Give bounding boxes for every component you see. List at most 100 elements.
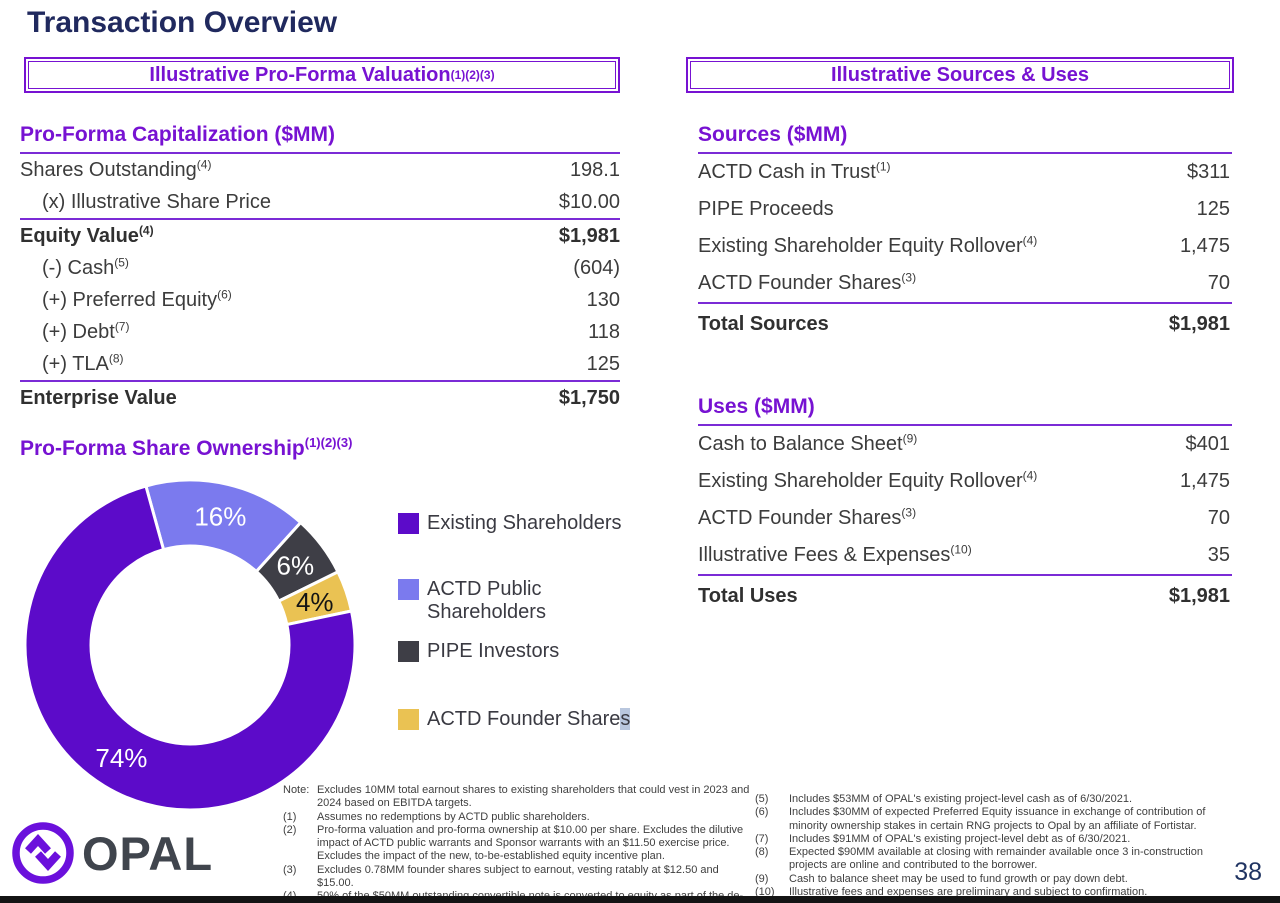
footnote-label: (3) — [283, 863, 297, 876]
capitalization-row-label: (+) Debt(7) — [42, 318, 130, 343]
footnotes-left: Note: Excludes 10MM total earnout shares … — [283, 784, 757, 903]
sources-row-label: PIPE Proceeds — [698, 198, 834, 220]
footnote-label: (5) — [755, 793, 769, 805]
sources-table: Sources ($MM) ACTD Cash in Trust(1) $311 P… — [698, 123, 1232, 343]
footnote-text: Cash to balance sheet may be used to fun… — [789, 872, 1128, 885]
total-sources-label: Total Sources — [698, 313, 829, 335]
footnotes-right: (5) Includes $53MM of OPAL's existing pro… — [755, 793, 1235, 899]
footnote-5: (5) Includes $53MM of OPAL's existing pro… — [755, 793, 1235, 806]
legend-swatch-actd-founder-shares — [398, 709, 419, 730]
total-sources-row: Total Sources $1,981 — [698, 302, 1232, 343]
capitalization-row-tla: (+) TLA(8) 125 — [20, 348, 620, 380]
capitalization-row-preferred-equity: (+) Preferred Equity(6) 130 — [20, 284, 620, 316]
footnote-text: Illustrative fees and expenses are preli… — [789, 886, 1148, 899]
slice-label-existing-shareholders: 74% — [95, 743, 147, 773]
legend-swatch-existing-shareholders — [398, 513, 419, 534]
footnote-note: Note: Excludes 10MM total earnout shares … — [283, 784, 757, 811]
footnote-10: (10) Illustrative fees and expenses are p… — [755, 886, 1235, 899]
footnote-marker: (5) — [114, 254, 129, 269]
uses-rows: Cash to Balance Sheet(9) $401 Existing Sha… — [698, 426, 1232, 574]
footnote-label: (2) — [283, 823, 297, 836]
footnote-label: (9) — [755, 872, 769, 885]
footnote-marker: (1) — [875, 159, 891, 174]
footnote-8: (8) Expected $90MM available at closing w… — [755, 846, 1235, 873]
footnote-label: (6) — [755, 806, 769, 819]
share-ownership-superscript: (1)(2)(3) — [304, 435, 353, 450]
capitalization-heading: Pro-Forma Capitalization ($MM) — [20, 123, 620, 154]
footnote-text: Includes $91MM of OPAL's existing projec… — [789, 832, 1131, 845]
footnote-label: (8) — [755, 846, 769, 859]
footnote-marker: (3) — [901, 270, 917, 285]
sources-row-label: Existing Shareholder Equity Rollover(4) — [698, 233, 1038, 257]
capitalization-row-value: 125 — [586, 352, 620, 375]
uses-row-label: Illustrative Fees & Expenses(10) — [698, 542, 972, 566]
footnote-9: (9) Cash to balance sheet may be used to … — [755, 873, 1235, 886]
footnote-text: Includes $30MM of expected Preferred Equ… — [789, 806, 1206, 832]
footnote-text: Pro-forma valuation and pro-forma owners… — [317, 823, 744, 863]
uses-row-illustrative-fees-expenses: Illustrative Fees & Expenses(10) 35 — [698, 537, 1232, 574]
uses-row-label: ACTD Founder Shares(3) — [698, 505, 917, 529]
footnote-marker: (3) — [901, 505, 917, 520]
footnote-2: (2) Pro-forma valuation and pro-forma own… — [283, 824, 757, 864]
footnote-text: Includes $53MM of OPAL's existing projec… — [789, 793, 1133, 805]
sources-row-existing-shareholder-equity-rollover: Existing Shareholder Equity Rollover(4) 1… — [698, 228, 1232, 265]
total-uses-value: $1,981 — [1168, 585, 1230, 607]
uses-row-value: 35 — [1207, 544, 1230, 566]
capitalization-row-cash: (-) Cash(5) (604) — [20, 252, 620, 284]
footnote-label: (1) — [283, 810, 297, 823]
chart-legend: Existing Shareholders ACTD Public Shareho… — [398, 512, 658, 731]
capitalization-row-debt: (+) Debt(7) 118 — [20, 316, 620, 348]
uses-row-existing-shareholder-equity-rollover: Existing Shareholder Equity Rollover(4) 1… — [698, 463, 1232, 500]
uses-row-value: 1,475 — [1179, 470, 1230, 492]
footnote-marker: (10) — [950, 542, 972, 557]
capitalization-rows: Shares Outstanding(4) 198.1 (x) Illustrati… — [20, 154, 620, 414]
uses-row-label: Existing Shareholder Equity Rollover(4) — [698, 468, 1038, 492]
footnote-marker: (8) — [108, 350, 124, 365]
opal-logo-icon — [12, 822, 74, 884]
sources-row-value: 1,475 — [1179, 235, 1230, 257]
capitalization-row-enterprise-value: Enterprise Value $1,750 — [20, 380, 620, 414]
capitalization-row-equity-value: Equity Value(4) $1,981 — [20, 218, 620, 252]
uses-row-cash-to-balance-sheet: Cash to Balance Sheet(9) $401 — [698, 426, 1232, 463]
right-panel-header-label: Illustrative Sources & Uses — [831, 63, 1089, 86]
capitalization-row-value: 130 — [586, 288, 620, 311]
footnote-marker: (6) — [217, 286, 232, 301]
capitalization-row-shares-outstanding: Shares Outstanding(4) 198.1 — [20, 154, 620, 186]
footnote-1: (1) Assumes no redemptions by ACTD public… — [283, 811, 757, 824]
footnote-3: (3) Excludes 0.78MM founder shares subjec… — [283, 864, 757, 891]
footnote-label: (7) — [755, 832, 769, 845]
capitalization-row-label: (-) Cash(5) — [42, 254, 129, 279]
sources-heading: Sources ($MM) — [698, 123, 1232, 154]
legend-swatch-actd-public-shareholders — [398, 579, 419, 600]
sources-row-actd-founder-shares: ACTD Founder Shares(3) 70 — [698, 265, 1232, 302]
footnote-marker: (4) — [1022, 233, 1038, 248]
legend-label: Existing Shareholders — [427, 512, 622, 534]
capitalization-row-x-illustrative-share-price: (x) Illustrative Share Price $10.00 — [20, 186, 620, 218]
footnote-marker: (4) — [138, 222, 154, 237]
capitalization-row-label: (+) TLA(8) — [42, 350, 124, 375]
sources-rows: ACTD Cash in Trust(1) $311 PIPE Proceeds 12… — [698, 154, 1232, 302]
uses-heading: Uses ($MM) — [698, 395, 1232, 426]
capitalization-row-value: 118 — [588, 320, 620, 343]
left-panel-header-label: Illustrative Pro-Forma Valuation — [149, 63, 451, 86]
footnote-6: (6) Includes $30MM of expected Preferred … — [755, 806, 1235, 833]
selected-text: s — [620, 708, 631, 730]
capitalization-row-value: $1,750 — [558, 386, 620, 409]
page-title: Transaction Overview — [27, 6, 338, 39]
footnote-marker: (7) — [114, 318, 130, 333]
legend-label: ACTD Public Shareholders — [427, 578, 546, 623]
page-number: 38 — [1234, 858, 1262, 886]
legend-label: ACTD Founder Shares — [427, 708, 631, 730]
donut-svg: 16% 6% 4% 74% — [23, 478, 357, 812]
sources-row-value: 70 — [1207, 272, 1230, 294]
footnote-text: Excludes 10MM total earnout shares to ex… — [317, 784, 750, 810]
capitalization-row-value: $1,981 — [558, 224, 620, 247]
left-panel-header: Illustrative Pro-Forma Valuation (1)(2)(3… — [24, 57, 620, 93]
footnote-label: (10) — [755, 886, 775, 899]
footnote-marker: (9) — [902, 431, 918, 446]
uses-table: Uses ($MM) Cash to Balance Sheet(9) $401 E… — [698, 395, 1232, 615]
ownership-donut-chart: 16% 6% 4% 74% — [22, 477, 358, 813]
sources-row-label: ACTD Founder Shares(3) — [698, 270, 917, 294]
total-sources-value: $1,981 — [1168, 313, 1230, 335]
